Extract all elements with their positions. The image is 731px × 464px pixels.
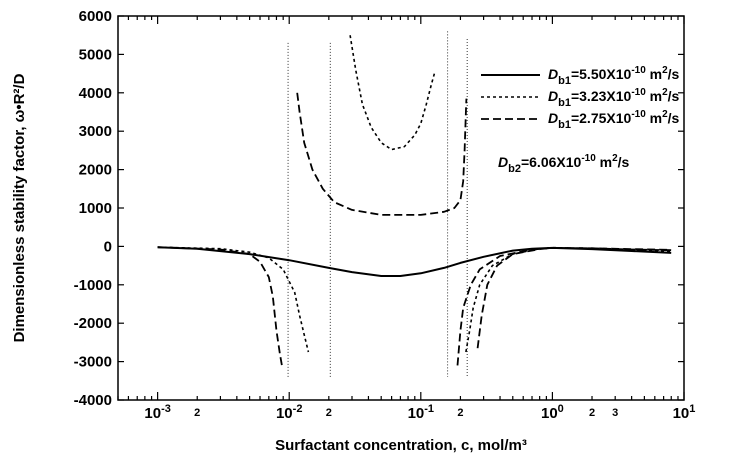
x-major-label: 10-1 (408, 403, 434, 422)
x-major-label-base: 10 (408, 405, 425, 422)
legend-label-2-unit: m (646, 88, 662, 104)
series-3-line (456, 247, 672, 366)
series-2-line (465, 246, 672, 353)
x-major-label-exp: -1 (424, 403, 434, 415)
legend-label-2-symbol: D (548, 88, 558, 104)
x-major-label-exp: 1 (689, 403, 695, 415)
x-major-label: 10-3 (144, 403, 170, 422)
series-2-line (157, 246, 310, 353)
legend-label-2-unit-end: /s (668, 88, 680, 104)
legend-label-1-unit-exponent: 2 (662, 65, 668, 76)
db2-annotation-unit-exponent: 2 (612, 153, 618, 164)
x-minor-label: 2 (589, 407, 595, 419)
y-tick-label: -3000 (74, 354, 112, 371)
legend-label-2-value: =3.23X10 (571, 88, 632, 104)
x-major-label: 101 (673, 403, 696, 422)
y-tick-label: 1000 (79, 200, 112, 217)
y-axis-title: Dimensionless stability factor, ω•R²/D (11, 73, 28, 342)
legend-label-1-exponent: -10 (631, 65, 646, 76)
x-minor-label: 2 (194, 407, 200, 419)
legend-label-1-unit: m (646, 66, 662, 82)
series-3-line (476, 247, 672, 349)
y-tick-label: -1000 (74, 277, 112, 294)
legend-label-3-unit: m (646, 110, 662, 126)
db2-annotation-value: =6.06X10 (521, 154, 582, 170)
db2-annotation-exponent: -10 (581, 153, 596, 164)
x-major-label-exp: -3 (161, 403, 171, 415)
legend-label-2-exponent: -10 (631, 87, 646, 98)
x-minor-label: 2 (326, 407, 332, 419)
legend-label-2-subscript: b1 (558, 97, 571, 109)
db2-annotation-subscript: b2 (508, 163, 521, 175)
x-minor-label: 3 (612, 407, 618, 419)
x-minor-label: 2 (457, 407, 463, 419)
db2-annotation-unit-end: /s (618, 154, 630, 170)
legend-label-2: Db1=3.23X10-10 m2/s (548, 87, 680, 109)
legend-label-3-subscript: b1 (558, 119, 571, 131)
y-tick-label: 2000 (79, 162, 112, 179)
series-2-line (349, 35, 436, 151)
x-major-label-exp: -2 (293, 403, 303, 415)
x-axis-title: Surfactant concentration, c, mol/m³ (275, 437, 527, 454)
x-major-label-base: 10 (673, 405, 690, 422)
y-tick-label: -2000 (74, 315, 112, 332)
db2-annotation-symbol: D (498, 154, 508, 170)
asymptote-lines (287, 31, 468, 377)
x-major-label: 100 (541, 403, 564, 422)
y-tick-label: 4000 (79, 85, 112, 102)
y-tick-label: -4000 (74, 392, 112, 409)
legend-label-3-value: =2.75X10 (571, 110, 632, 126)
legend-label-1-symbol: D (548, 66, 558, 82)
x-major-label-exp: 0 (558, 403, 564, 415)
x-major-label-base: 10 (144, 405, 161, 422)
legend-label-3: Db1=2.75X10-10 m2/s (548, 109, 680, 131)
series-3-line (296, 92, 468, 216)
legend-label-3-exponent: -10 (631, 109, 646, 120)
legend-label-3-symbol: D (548, 110, 558, 126)
x-major-label: 10-2 (276, 403, 302, 422)
legend-label-2-unit-exponent: 2 (662, 87, 668, 98)
series-lines (157, 35, 672, 366)
y-axis-ticks: 6000 5000 4000 3000 2000 1000 0 -1000 -2000 -3000… (74, 8, 684, 409)
y-tick-label: 3000 (79, 123, 112, 140)
db2-annotation-unit: m (596, 154, 612, 170)
x-major-label-base: 10 (276, 405, 293, 422)
x-major-label-base: 10 (541, 405, 558, 422)
y-tick-label: 6000 (79, 8, 112, 25)
db2-annotation: Db2=6.06X10-10 m2/s (498, 153, 630, 175)
legend-label-3-unit-exponent: 2 (662, 109, 668, 120)
legend-label-1-subscript: b1 (558, 75, 571, 87)
db2-annotation-group: Db2=6.06X10-10 m2/s (498, 153, 630, 175)
y-tick-label: 5000 (79, 46, 112, 63)
legend-label-1: Db1=5.50X10-10 m2/s (548, 65, 680, 87)
series-3-line (157, 246, 283, 366)
legend-label-1-value: =5.50X10 (571, 66, 632, 82)
legend-label-3-unit-end: /s (668, 110, 680, 126)
y-tick-label: 0 (104, 238, 112, 255)
legend-label-1-unit-end: /s (668, 66, 680, 82)
